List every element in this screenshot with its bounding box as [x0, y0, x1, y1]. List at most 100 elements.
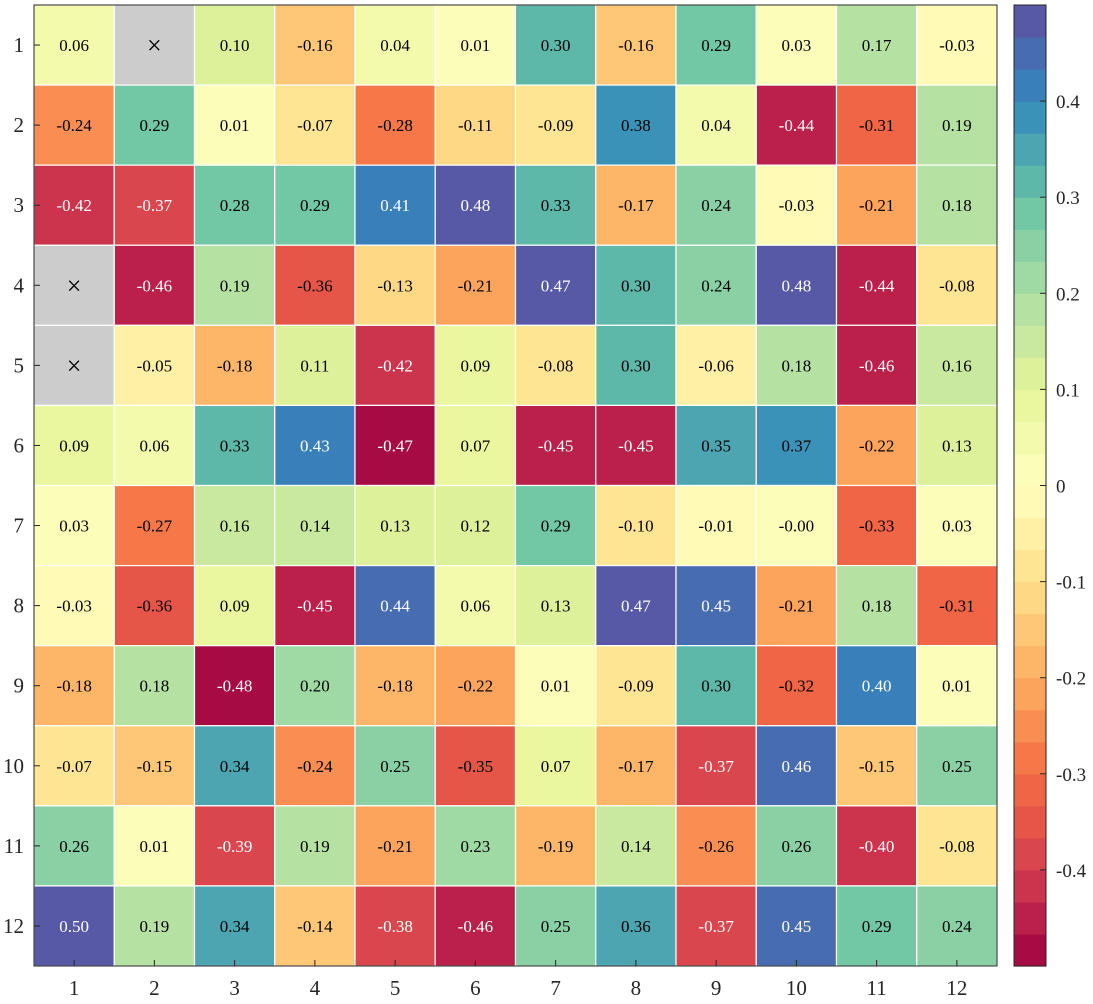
cell-value-label: 0.36	[621, 917, 651, 936]
cell-value-label: -0.46	[859, 356, 894, 375]
cell-value-label: -0.09	[538, 116, 573, 135]
y-tick-label: 6	[14, 433, 25, 457]
heatmap-cell	[835, 564, 918, 647]
cell-value-label: 0.26	[59, 837, 89, 856]
heatmap-cell	[113, 84, 196, 166]
cell-value-label: -0.18	[56, 677, 91, 696]
cell-value-label: 0.29	[701, 36, 731, 55]
heatmap-cell	[514, 164, 597, 246]
missing-value-marker: ×	[67, 271, 82, 300]
heatmap-cell	[354, 564, 436, 647]
heatmap-cell	[113, 645, 196, 727]
heatmap-cell	[274, 84, 356, 166]
heatmap-cell	[33, 645, 115, 727]
colorbar-segment	[1014, 261, 1046, 294]
cell-value-label: 0.13	[541, 597, 571, 616]
cell-value-label: -0.48	[217, 677, 252, 696]
heatmap-cell	[595, 805, 677, 887]
heatmap-cell	[675, 484, 757, 567]
cell-value-label: 0.34	[220, 757, 250, 776]
cell-value-label: 0.24	[942, 917, 972, 936]
heatmap-cell	[434, 885, 517, 967]
heatmap-cell	[354, 164, 436, 246]
cell-value-label: -0.44	[779, 116, 815, 135]
cell-value-label: 0.01	[541, 677, 571, 696]
cell-value-label: -0.21	[377, 837, 412, 856]
heatmap-cell	[33, 564, 115, 647]
y-tick-label: 11	[4, 834, 24, 858]
cell-value-label: 0.06	[461, 597, 491, 616]
cell-value-label: 0.30	[621, 356, 651, 375]
cell-value-label: -0.15	[859, 757, 894, 776]
cell-value-label: 0.43	[300, 436, 330, 455]
cell-value-label: 0.18	[140, 677, 170, 696]
cell-value-label: -0.03	[779, 196, 814, 215]
cell-value-label: 0.06	[59, 36, 89, 55]
cell-value-label: -0.08	[939, 276, 974, 295]
y-tick-label: 2	[14, 113, 25, 137]
cell-value-label: 0.45	[701, 597, 731, 616]
cell-value-label: -0.28	[377, 116, 412, 135]
heatmap-cell	[514, 725, 597, 807]
cell-value-label: -0.24	[297, 757, 333, 776]
heatmap-cell	[434, 244, 517, 326]
cell-value-label: -0.21	[859, 196, 894, 215]
x-tick-label: 5	[390, 976, 401, 1000]
cell-value-label: -0.21	[458, 276, 493, 295]
colorbar-tick-label: 0	[1056, 477, 1066, 498]
heatmap-cell	[755, 404, 838, 487]
x-tick-label: 11	[867, 976, 887, 1000]
y-tick-label: 9	[14, 674, 25, 698]
heatmap-cell	[595, 324, 677, 407]
heatmap-cell	[595, 564, 677, 647]
heatmap-cell	[434, 404, 517, 487]
heatmap-cell	[274, 484, 356, 567]
cell-value-label: -0.17	[618, 757, 654, 776]
heatmap-cell	[33, 4, 115, 86]
cell-value-label: 0.50	[59, 917, 89, 936]
cell-value-label: -0.09	[618, 677, 653, 696]
cell-value-label: 0.30	[701, 677, 731, 696]
heatmap-cell	[916, 805, 998, 887]
cell-value-label: 0.29	[541, 517, 571, 536]
colorbar-segment	[1014, 421, 1046, 455]
colorbar-segment	[1014, 485, 1046, 519]
cell-value-label: 0.19	[140, 917, 170, 936]
colorbar-tick-label: 0.3	[1056, 188, 1080, 209]
cell-value-label: 0.44	[380, 597, 410, 616]
cell-value-label: 0.01	[942, 677, 972, 696]
heatmap-cell	[916, 484, 998, 567]
colorbar-segment	[1014, 741, 1046, 775]
cell-value-label: 0.38	[621, 116, 651, 135]
cell-value-label: 0.09	[461, 356, 491, 375]
cell-value-label: -0.07	[56, 757, 92, 776]
cell-value-label: 0.35	[701, 436, 731, 455]
x-tick-label: 6	[470, 976, 481, 1000]
cell-value-label: -0.47	[377, 436, 413, 455]
y-tick-label: 5	[14, 353, 25, 377]
heatmap-cell	[595, 84, 677, 166]
heatmap-cell	[514, 564, 597, 647]
cell-value-label: 0.03	[782, 36, 812, 55]
cell-value-label: -0.03	[56, 597, 91, 616]
cell-value-label: -0.42	[56, 196, 91, 215]
colorbar-segment	[1014, 453, 1046, 487]
cell-value-label: -0.08	[538, 356, 573, 375]
colorbar-segment	[1014, 581, 1046, 615]
heatmap-cell	[33, 805, 115, 887]
cell-value-label: -0.42	[377, 356, 412, 375]
colorbar-tick-label: -0.1	[1056, 573, 1086, 594]
heatmap-cell	[755, 84, 838, 166]
cell-value-label: 0.29	[862, 917, 892, 936]
cell-value-label: 0.29	[300, 196, 330, 215]
cell-value-label: 0.30	[541, 36, 571, 55]
cell-value-label: 0.01	[461, 36, 491, 55]
heatmap-cell	[755, 885, 838, 967]
cell-value-label: -0.26	[698, 837, 733, 856]
heatmap-cell	[514, 244, 597, 326]
heatmap-cell	[755, 564, 838, 647]
y-tick-label: 8	[14, 594, 25, 618]
heatmap-cell	[514, 645, 597, 727]
cell-value-label: -0.08	[939, 837, 974, 856]
